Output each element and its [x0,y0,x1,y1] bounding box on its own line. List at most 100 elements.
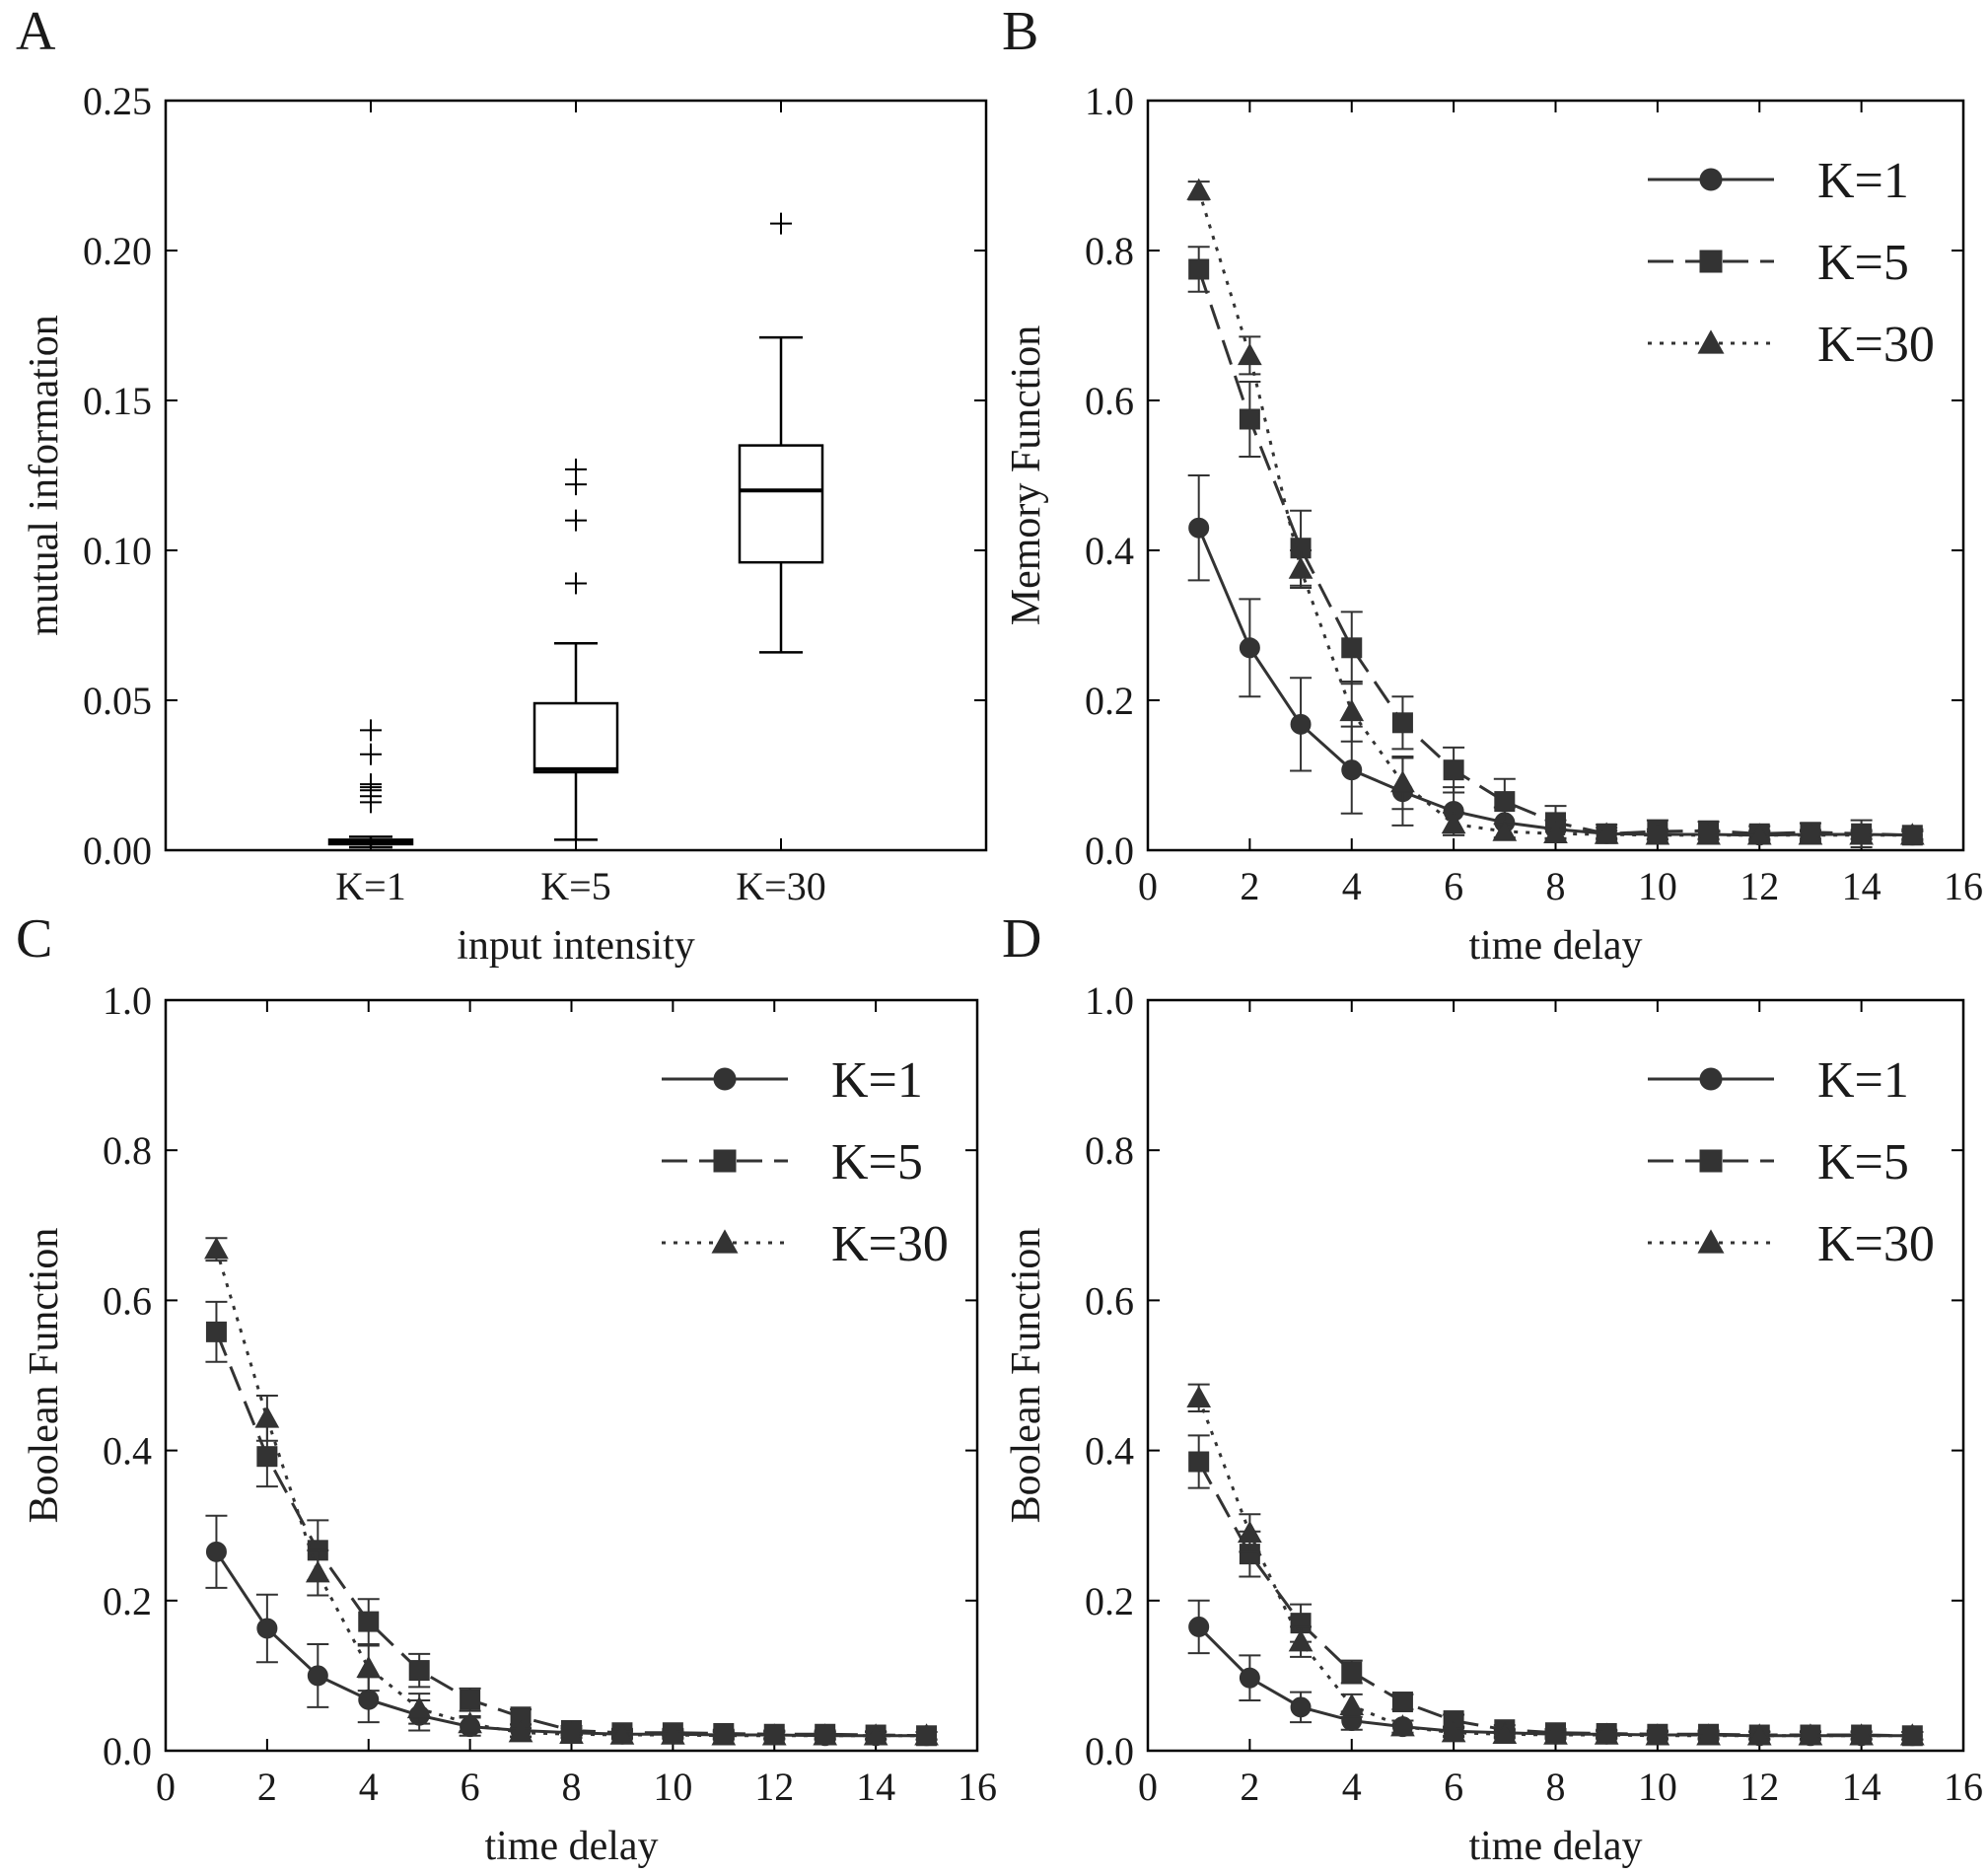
x-tick-label: 4 [359,1765,379,1809]
x-tick-label: 14 [856,1765,895,1809]
data-point [307,1665,328,1687]
y-tick-label: 0.2 [103,1579,152,1623]
data-point [1239,1667,1260,1689]
x-tick-label: 8 [562,1765,582,1809]
x-tick-label: 8 [1546,864,1566,908]
data-point [256,1618,278,1639]
outlier-marker [360,743,382,765]
data-point [256,1446,278,1468]
legend-label: K=1 [1817,1052,1909,1109]
panel-letter: D [1002,908,1041,970]
x-tick-label: 0 [1138,1765,1158,1809]
y-tick-label: 1.0 [103,978,152,1023]
data-point [1494,791,1516,813]
y-tick-label: 0.0 [1085,1729,1134,1773]
legend-marker [711,1229,739,1254]
series-k-1 [1187,474,1924,846]
data-point [1645,823,1670,845]
x-tick-label: 0 [1138,864,1158,908]
x-tick-label: K=1 [335,864,405,908]
series-line [1197,189,1913,837]
y-tick-label: 0.8 [103,1128,152,1173]
data-point [1188,517,1210,539]
legend: K=1 K=5 K=30 [662,1052,949,1272]
data-point [661,1722,685,1745]
series-k-30 [1186,1383,1925,1746]
x-tick-label: 6 [461,1765,480,1809]
panel-c: 0.0 0.2 0.4 0.6 0.8 1.0 0 2 4 6 8 10 12 14 16 K=1 K=5 K=3… [16,908,997,1869]
x-tick-label: 2 [257,1765,277,1809]
data-point [1441,1720,1466,1743]
box-1 [327,719,414,849]
data-point [358,1611,380,1632]
y-axis-label: mutual information [22,315,67,635]
legend-label: K=30 [1817,317,1935,373]
legend-label: K=1 [831,1052,923,1109]
y-tick-label: 1.0 [1085,79,1134,123]
data-point [559,1721,584,1744]
data-point [1238,342,1262,366]
series-line [1197,1461,1913,1738]
x-axis-label: time delay [1468,923,1642,969]
data-point [1188,258,1210,280]
legend-marker [1699,168,1723,191]
outlier-marker [565,458,587,480]
legend-marker [713,1067,737,1091]
y-tick-label: 0.0 [1085,829,1134,873]
data-point [609,1722,635,1745]
y-tick-label: 0.10 [83,529,152,573]
data-point [1543,1722,1568,1745]
outlier-marker [770,212,792,235]
data-point [1341,637,1363,659]
data-point [914,1723,939,1746]
data-point [1391,1692,1413,1713]
data-point [1290,1696,1312,1718]
y-tick-label: 0.00 [83,829,152,873]
data-point [406,1695,432,1719]
data-point [1441,811,1466,834]
series-line [215,1249,927,1738]
legend-marker [1697,329,1725,354]
box-iqr [532,701,619,774]
y-tick-label: 0.6 [1085,1278,1134,1323]
data-point [358,1689,380,1710]
data-point [1239,637,1260,659]
data-point [1443,759,1464,781]
legend-marker [713,1149,737,1173]
y-tick-label: 0.4 [1085,529,1134,573]
legend-label: K=30 [831,1216,949,1272]
panel-letter: A [16,1,56,62]
x-tick-label: K=5 [540,864,610,908]
y-tick-label: 0.2 [1085,679,1134,723]
legend: K=1 K=5 K=30 [1648,1052,1935,1272]
data-point [1341,1661,1363,1683]
x-tick-label: 12 [1740,1765,1779,1809]
data-point [1186,178,1212,200]
outlier-marker [565,572,587,595]
box-3 [738,212,824,654]
y-tick-label: 0.6 [103,1278,152,1323]
data-point [205,1321,227,1342]
x-tick-label: 14 [1842,864,1882,908]
data-point [460,1689,481,1710]
x-tick-label: 12 [754,1765,794,1809]
y-tick-label: 0.4 [103,1429,152,1474]
y-tick-label: 0.05 [83,679,152,723]
data-point [1341,759,1363,781]
legend-label: K=5 [1817,1134,1909,1190]
x-tick-label: 10 [1638,1765,1677,1809]
legend-marker [1699,250,1723,273]
legend-label: K=5 [831,1134,923,1190]
data-point [1290,713,1312,735]
y-tick-label: 0.0 [103,1729,152,1773]
outlier-marker [360,719,382,742]
data-point [1339,1693,1365,1716]
x-axis-label: input intensity [457,923,695,969]
legend-label: K=1 [1817,153,1909,209]
data-point [1188,1616,1210,1637]
x-tick-label: 12 [1740,864,1779,908]
data-point [813,1723,838,1746]
data-point [1492,819,1518,841]
x-axis-label: time delay [484,1824,658,1869]
legend-label: K=30 [1817,1216,1935,1272]
